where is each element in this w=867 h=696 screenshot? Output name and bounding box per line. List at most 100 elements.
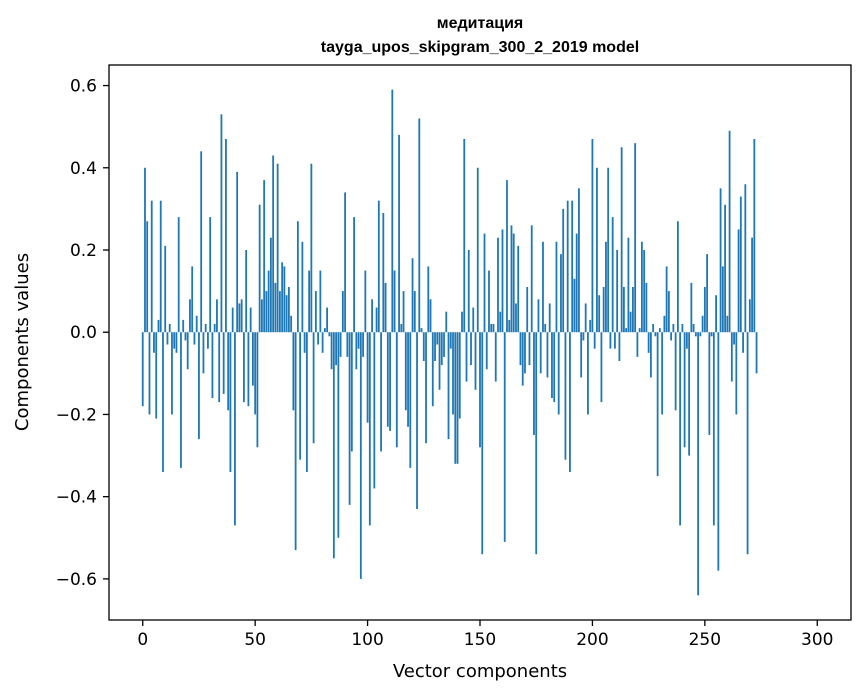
bar <box>222 332 225 394</box>
bar <box>245 250 248 333</box>
bar <box>587 332 589 415</box>
bar <box>717 332 720 571</box>
bar <box>189 299 191 333</box>
bar <box>225 139 227 333</box>
bar <box>314 291 317 333</box>
bar <box>632 287 634 333</box>
bar <box>261 299 263 333</box>
bar <box>609 332 612 349</box>
bar <box>670 332 673 341</box>
y-tick-label: −0.6 <box>56 570 97 590</box>
bar <box>600 332 603 403</box>
bar <box>364 270 367 333</box>
bar <box>191 266 194 333</box>
bar <box>427 266 430 333</box>
bar <box>267 270 270 333</box>
bar <box>544 324 547 333</box>
bar <box>733 332 735 345</box>
bar <box>555 241 558 333</box>
bar <box>366 332 369 423</box>
bar <box>443 332 445 357</box>
bar <box>332 332 335 559</box>
bar <box>301 241 304 333</box>
bar <box>692 324 695 333</box>
bar <box>180 332 182 468</box>
bar <box>616 250 619 333</box>
bar <box>209 217 212 333</box>
bar <box>755 332 758 374</box>
bar <box>557 332 560 415</box>
bar <box>510 225 513 333</box>
bar <box>537 299 540 333</box>
bar <box>407 332 409 427</box>
bar <box>276 163 279 333</box>
y-tick-label: 0.2 <box>70 241 97 261</box>
bar <box>649 332 652 378</box>
bar <box>751 237 753 333</box>
bar <box>497 237 499 333</box>
bar <box>348 332 351 505</box>
bar <box>350 332 353 452</box>
bar <box>737 229 740 333</box>
bar <box>207 332 209 349</box>
bar <box>694 332 697 337</box>
bar <box>218 332 221 403</box>
bar <box>200 151 203 333</box>
bar <box>667 291 670 333</box>
bar <box>429 299 432 333</box>
bar <box>683 332 686 448</box>
bar <box>299 332 302 460</box>
bar <box>688 332 691 456</box>
bar <box>742 332 744 353</box>
bar <box>515 303 517 333</box>
bar <box>254 332 257 415</box>
bar <box>168 324 171 333</box>
bar <box>744 184 747 333</box>
bar <box>690 282 693 333</box>
bar <box>377 200 380 333</box>
bar <box>640 241 643 333</box>
bar <box>353 217 355 333</box>
bar <box>269 237 272 333</box>
bar <box>481 332 484 555</box>
bar <box>292 332 295 411</box>
bar <box>371 299 373 333</box>
bar <box>674 332 677 411</box>
bar <box>337 332 340 538</box>
bar <box>425 332 427 444</box>
bar <box>746 332 749 555</box>
bar <box>730 332 733 382</box>
bar <box>420 328 423 333</box>
bar <box>618 332 621 361</box>
bar <box>398 134 400 333</box>
bar <box>456 332 459 464</box>
bar <box>418 118 421 333</box>
bar <box>458 332 461 419</box>
bar <box>719 188 722 333</box>
bar <box>542 241 544 333</box>
bar <box>753 139 756 333</box>
bar <box>413 291 416 333</box>
bar <box>465 332 468 382</box>
bar <box>220 114 223 333</box>
bar <box>240 299 243 333</box>
bar <box>528 332 531 366</box>
bar <box>596 167 598 333</box>
bar <box>177 217 180 333</box>
bar <box>524 332 526 374</box>
bar <box>272 155 275 333</box>
y-tick-label: −0.2 <box>56 405 97 425</box>
x-axis-label: Vector components <box>393 661 567 682</box>
bar <box>575 233 578 333</box>
x-tick-label: 0 <box>137 630 148 650</box>
bar <box>479 332 481 448</box>
bar <box>647 332 650 353</box>
bar <box>155 332 158 419</box>
bar <box>560 254 562 333</box>
bar <box>712 332 715 526</box>
bar <box>474 332 477 390</box>
chart-title: медитация <box>437 15 523 32</box>
bar <box>625 328 628 333</box>
bar <box>164 245 167 333</box>
